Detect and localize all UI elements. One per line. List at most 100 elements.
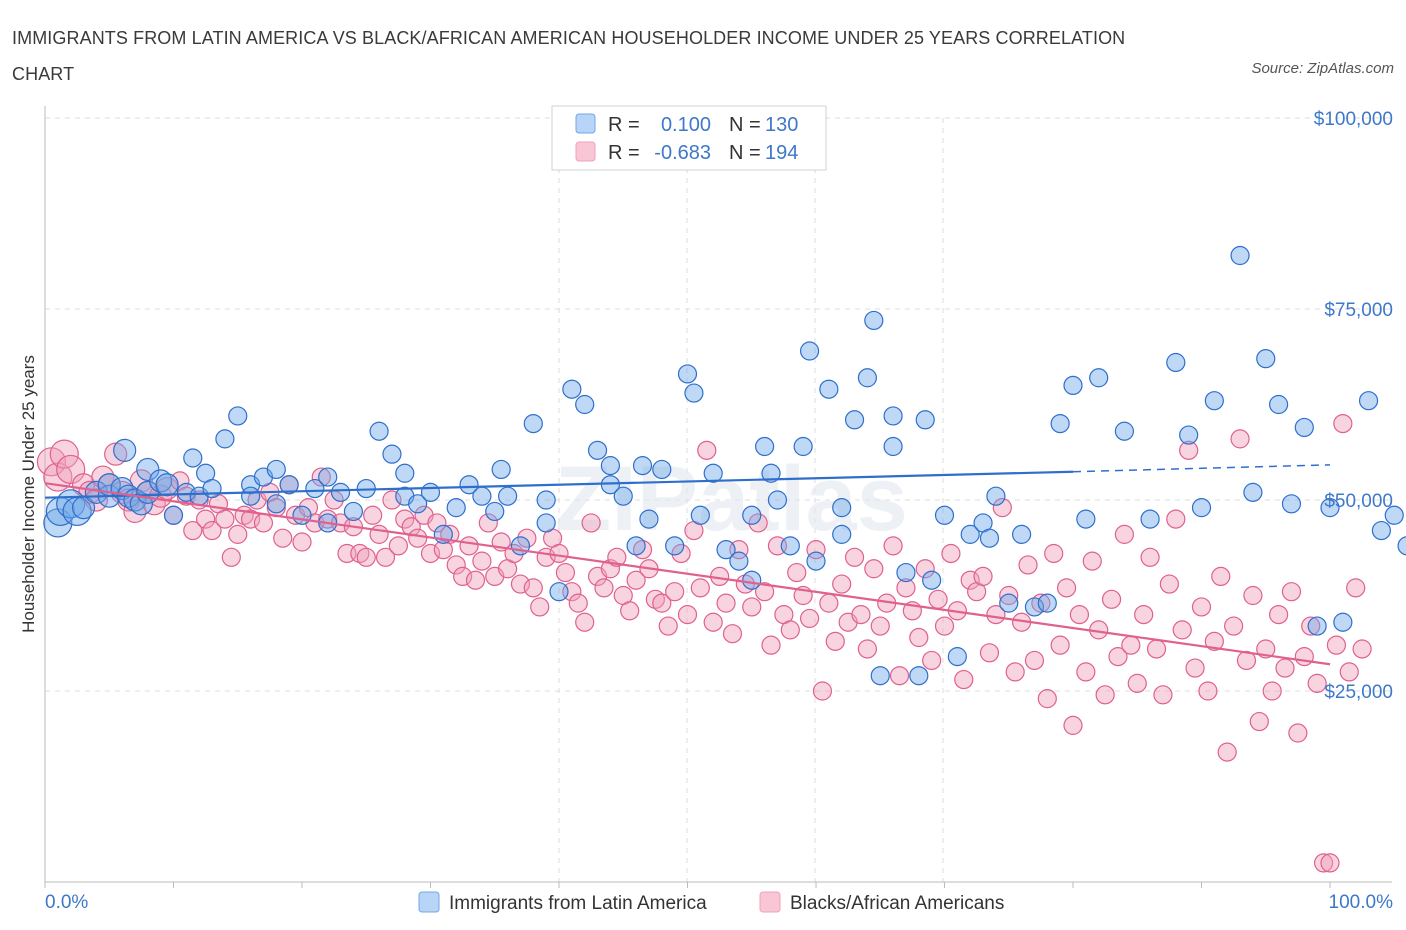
blacks-point-131 xyxy=(889,666,910,686)
latin-america-point-72 xyxy=(729,551,749,571)
legend-swatch-blue xyxy=(575,113,596,134)
latin-america-point-100 xyxy=(986,486,1006,506)
latin-america-point-33 xyxy=(318,467,338,487)
blacks-point-110 xyxy=(754,582,775,602)
watermark: ZIPatlas xyxy=(555,448,908,550)
blacks-point-56 xyxy=(408,528,428,548)
blacks-point-83 xyxy=(581,513,601,533)
latin-america-point-114 xyxy=(1204,391,1224,411)
blacks-point-174 xyxy=(1166,509,1186,529)
blacks-point-155 xyxy=(1044,543,1064,564)
latin-america-point-84 xyxy=(832,524,852,544)
latin-america-point-17 xyxy=(163,505,184,525)
series-legend-label-latin-america: Immigrants from Latin America xyxy=(449,893,707,914)
blacks-point-151 xyxy=(1018,555,1038,575)
blacks-point-101 xyxy=(697,440,717,460)
latin-america-point-91 xyxy=(896,562,916,583)
blacks-point-141 xyxy=(954,669,974,690)
series-legend: Immigrants from Latin America Blacks/Afr… xyxy=(418,891,1004,914)
blacks-point-97 xyxy=(671,543,691,564)
latin-america-point-43 xyxy=(420,482,441,502)
blacks-point-95 xyxy=(658,616,678,636)
blacks-point-122 xyxy=(832,574,852,594)
blacks-point-63 xyxy=(453,566,473,587)
blacks-point-100 xyxy=(690,578,710,598)
blacks-point-158 xyxy=(1063,715,1083,735)
blacks-point-128 xyxy=(870,616,890,636)
latin-america-point-78 xyxy=(780,536,800,556)
blacks-point-202 xyxy=(1346,578,1366,598)
blacks-point-178 xyxy=(1191,597,1212,617)
blacks-point-115 xyxy=(787,562,807,583)
blacks-point-195 xyxy=(1301,616,1321,636)
axes xyxy=(44,106,1392,888)
latin-america-point-28 xyxy=(266,494,286,514)
blacks-point-73 xyxy=(517,528,537,548)
y-tick-label-3: $100,000 xyxy=(1314,109,1393,130)
latin-america-point-104 xyxy=(1037,593,1057,613)
legend-r-label-1: R = xyxy=(608,114,640,136)
series-latin-america-points xyxy=(43,245,1406,686)
blacks-point-111 xyxy=(761,635,781,655)
blacks-point-197 xyxy=(1313,853,1334,873)
blacks-point-28 xyxy=(228,524,248,544)
latin-america-point-82 xyxy=(819,379,839,399)
blacks-point-168 xyxy=(1127,673,1147,693)
latin-america-point-31 xyxy=(292,505,312,525)
legend-r-value-2: -0.683 xyxy=(654,142,711,164)
blacks-point-67 xyxy=(478,513,498,533)
blacks-point-161 xyxy=(1082,551,1102,571)
blacks-point-109 xyxy=(748,513,768,533)
latin-america-point-10 xyxy=(113,438,137,462)
latin-america-point-112 xyxy=(1179,425,1199,445)
latin-america-point-121 xyxy=(1307,616,1327,636)
legend-swatch-pink xyxy=(575,141,596,162)
blacks-point-193 xyxy=(1288,723,1308,743)
blacks-point-127 xyxy=(864,559,884,579)
latin-america-point-22 xyxy=(202,478,222,499)
latin-america-point-39 xyxy=(382,444,402,464)
latin-america-point-34 xyxy=(330,482,351,502)
blacks-point-30 xyxy=(241,509,261,529)
blacks-point-87 xyxy=(607,547,627,567)
blacks-point-176 xyxy=(1179,440,1199,460)
latin-america-point-109 xyxy=(1114,421,1135,441)
blacks-point-120 xyxy=(819,593,839,613)
latin-america-point-113 xyxy=(1191,498,1212,518)
blacks-point-102 xyxy=(703,612,723,632)
y-tick-label-2: $75,000 xyxy=(1324,300,1393,321)
blacks-point-121 xyxy=(825,631,845,651)
latin-america-point-70 xyxy=(703,463,723,483)
blacks-point-52 xyxy=(382,490,402,510)
blacks-point-194 xyxy=(1294,647,1314,667)
latin-america-point-90 xyxy=(883,406,903,426)
blacks-point-177 xyxy=(1185,658,1205,678)
latin-america-point-106 xyxy=(1063,375,1083,395)
latin-america-point-108 xyxy=(1089,368,1109,388)
blacks-point-200 xyxy=(1333,414,1353,434)
correlation-legend: R = 0.100 N = 130 R = -0.683 N = 194 xyxy=(551,105,827,171)
blacks-point-142 xyxy=(960,570,980,590)
blacks-point-32 xyxy=(253,513,274,533)
latin-america-point-62 xyxy=(626,536,646,556)
latin-america-point-24 xyxy=(228,406,248,426)
latin-america-point-123 xyxy=(1333,612,1353,632)
latin-america-point-15 xyxy=(149,469,173,493)
blacks-point-134 xyxy=(909,627,929,648)
latin-america-point-14 xyxy=(136,457,160,482)
latin-america-point-81 xyxy=(806,551,826,571)
blacks-point-165 xyxy=(1108,647,1128,667)
trend-line-latin-america-extension xyxy=(1072,464,1331,473)
latin-america-point-58 xyxy=(587,440,608,460)
latin-america-point-94 xyxy=(922,570,942,590)
blacks-point-138 xyxy=(934,616,955,636)
chart-title: IMMIGRANTS FROM LATIN AMERICA VS BLACK/A… xyxy=(12,28,1126,84)
blacks-point-65 xyxy=(465,570,486,590)
legend-n-label-2: N = xyxy=(729,142,761,164)
blacks-point-135 xyxy=(915,559,935,579)
blacks-point-3 xyxy=(56,454,86,485)
blacks-point-163 xyxy=(1095,685,1115,705)
blacks-point-157 xyxy=(1056,578,1077,598)
blacks-point-59 xyxy=(427,513,447,533)
blacks-point-75 xyxy=(530,597,550,617)
